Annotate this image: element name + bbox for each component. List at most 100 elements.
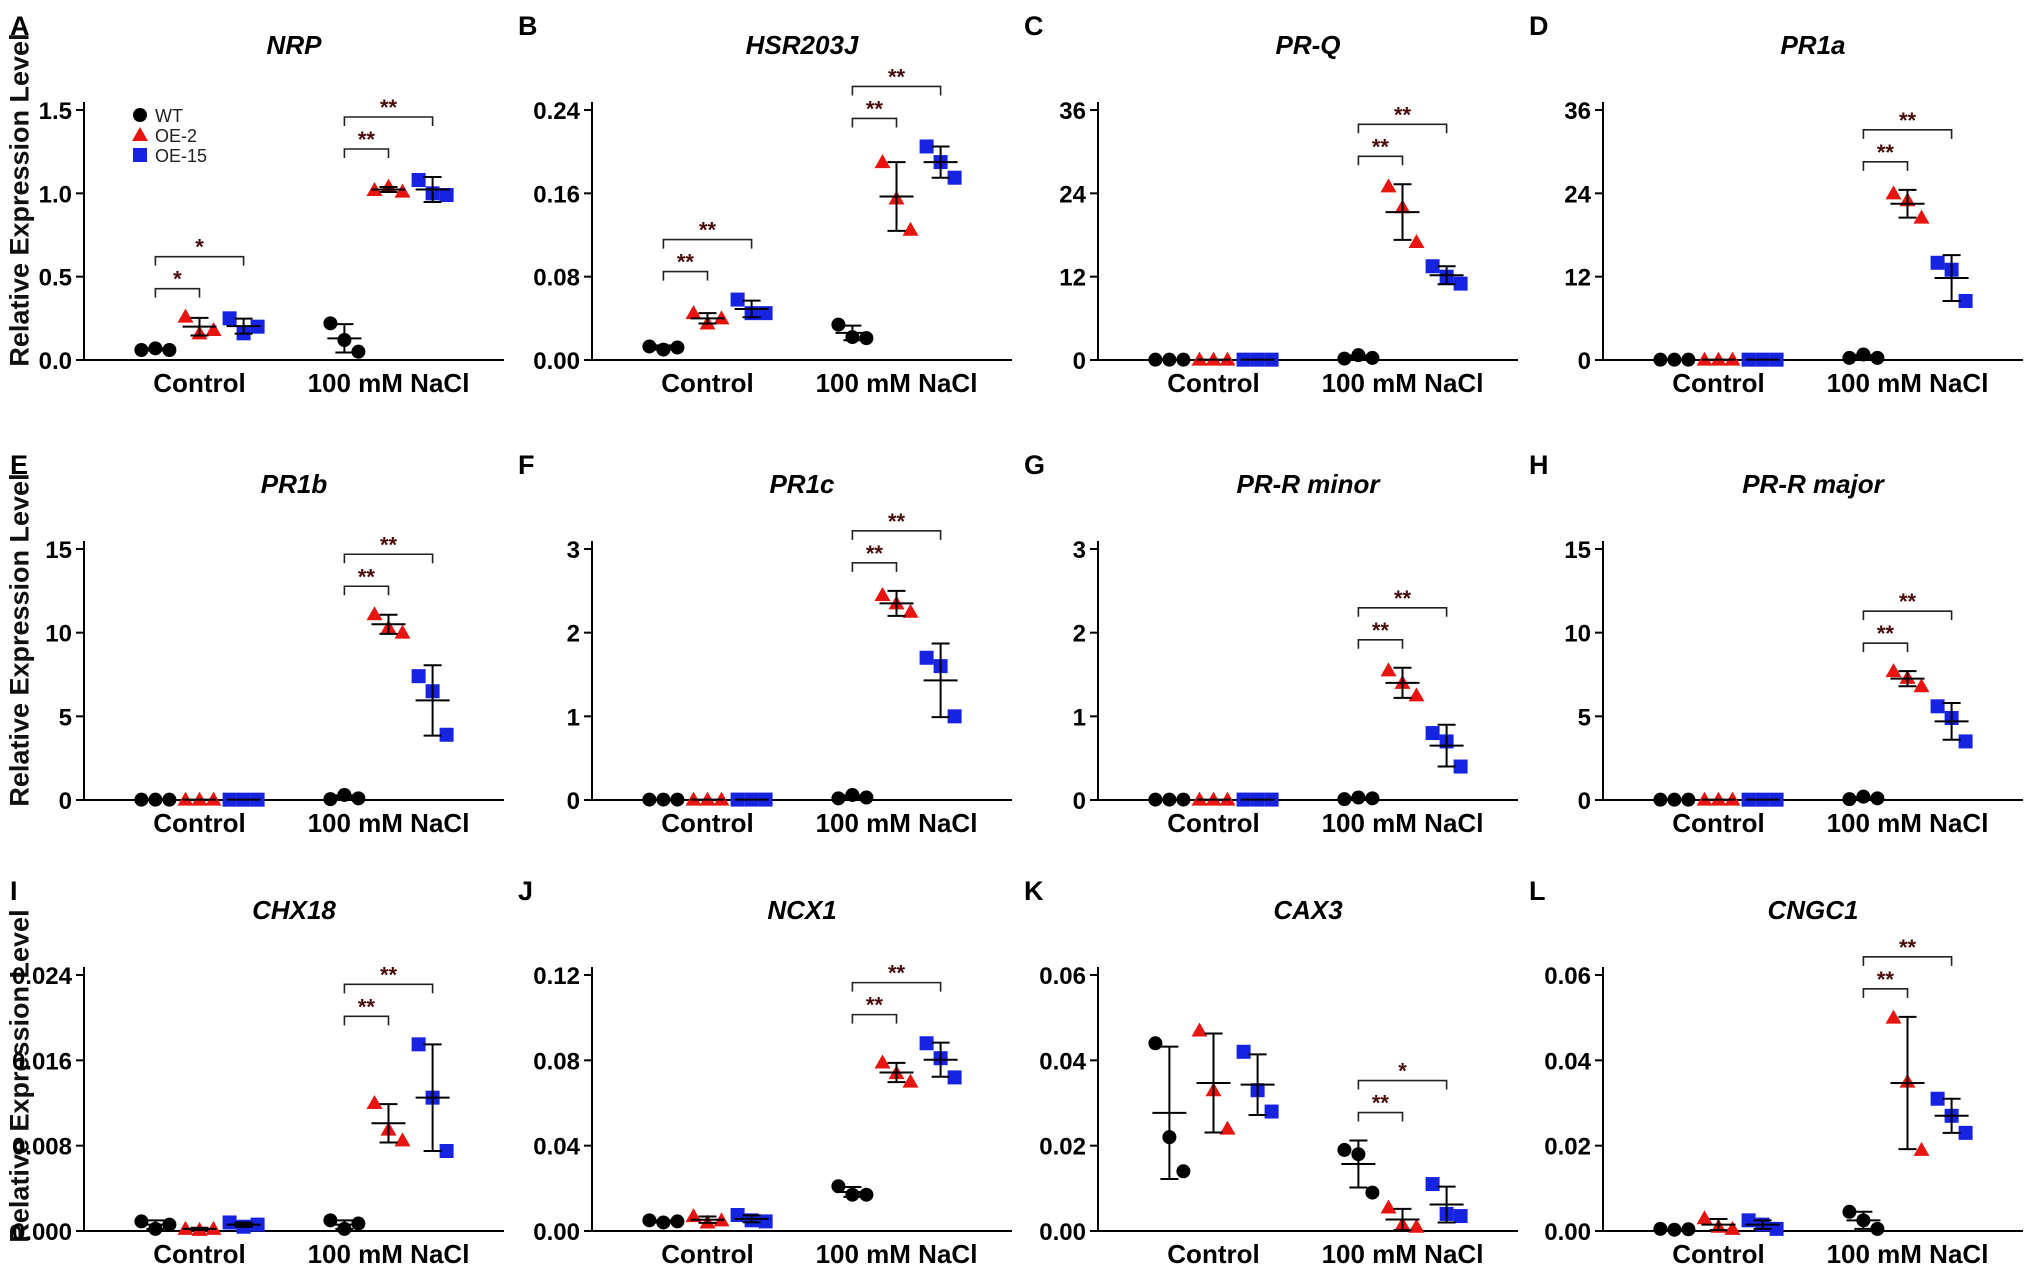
- data-point-oe-2: [1219, 1120, 1236, 1135]
- data-point-wt: [351, 344, 366, 359]
- data-point-oe-15: [1425, 259, 1440, 274]
- data-point-oe-15: [919, 1036, 934, 1051]
- data-point-oe-15: [222, 1215, 237, 1230]
- data-point-oe-2: [205, 322, 222, 336]
- data-point-wt: [1870, 1221, 1885, 1236]
- data-point-oe-15: [758, 1214, 773, 1229]
- significance-bracket: [343, 585, 390, 596]
- x-category-label: Control: [1167, 808, 1259, 838]
- legend-label-oe-15: OE-15: [155, 146, 207, 166]
- data-point-oe-2: [902, 221, 919, 236]
- data-point-oe-15: [947, 709, 962, 724]
- significance-label: **: [1372, 134, 1390, 159]
- y-tick-label: 0.00: [533, 348, 580, 375]
- data-point-oe-2: [685, 305, 702, 320]
- data-point-wt: [859, 1187, 874, 1202]
- significance-bracket: [851, 562, 898, 572]
- panel-letter: J: [518, 876, 533, 906]
- y-tick-label: 3: [1073, 537, 1086, 564]
- significance-label: *: [173, 267, 182, 292]
- data-point-oe-15: [1236, 1044, 1251, 1059]
- data-point-oe-2: [1380, 1199, 1397, 1214]
- significance-label: **: [866, 96, 884, 121]
- data-point-oe-15: [222, 311, 237, 326]
- data-point-oe-15: [1958, 1125, 1973, 1140]
- panel-title: HSR203J: [746, 30, 859, 60]
- significance-label: **: [380, 962, 398, 987]
- y-tick-label: 0.08: [533, 265, 580, 292]
- data-point-oe-2: [394, 624, 411, 639]
- significance-label: **: [358, 564, 376, 589]
- data-point-oe-15: [1930, 255, 1945, 270]
- x-category-label: 100 mM NaCl: [1322, 808, 1484, 838]
- significance-bracket: [1862, 610, 1953, 621]
- data-point-oe-15: [411, 669, 426, 684]
- y-tick-label: 2: [567, 621, 580, 648]
- data-point-oe-15: [1453, 276, 1468, 291]
- x-category-label: Control: [1672, 368, 1764, 398]
- y-tick-label: 12: [1564, 265, 1591, 292]
- legend-marker-oe-15: [133, 148, 147, 162]
- panel-title: PR1b: [261, 469, 328, 499]
- data-point-wt: [323, 792, 338, 807]
- x-category-label: Control: [153, 368, 245, 398]
- data-point-oe-2: [366, 1095, 383, 1109]
- significance-label: **: [888, 64, 906, 89]
- significance-label: **: [358, 127, 376, 152]
- x-category-label: 100 mM NaCl: [308, 1239, 470, 1269]
- significance-bracket: [343, 983, 434, 994]
- x-category-label: Control: [661, 368, 753, 398]
- data-point-oe-2: [874, 587, 891, 602]
- panel-title: PR-R minor: [1237, 469, 1382, 499]
- data-point-oe-2: [1408, 687, 1425, 702]
- y-tick-label: 24: [1564, 181, 1591, 208]
- data-point-wt: [351, 1216, 366, 1231]
- significance-label: **: [1899, 935, 1917, 960]
- significance-bracket: [1357, 639, 1404, 649]
- data-point-oe-15: [1425, 726, 1440, 741]
- significance-bracket: [1862, 988, 1909, 998]
- data-point-oe-2: [366, 606, 383, 621]
- data-point-wt: [134, 1214, 149, 1229]
- y-tick-label: 36: [1059, 98, 1086, 125]
- x-category-label: 100 mM NaCl: [1322, 1239, 1484, 1269]
- y-tick-label: 0.08: [533, 1048, 580, 1075]
- data-point-oe-2: [1885, 1009, 1902, 1024]
- data-point-oe-2: [874, 1054, 891, 1069]
- x-category-label: Control: [1167, 368, 1259, 398]
- significance-bracket: [662, 270, 709, 281]
- data-point-oe-15: [411, 173, 426, 187]
- panel-b: B HSR203J 0.00 0.08 0.16 0.24 Control 100 mM Na…: [518, 11, 1012, 398]
- significance-label: **: [1394, 102, 1412, 127]
- data-point-oe-2: [1380, 178, 1397, 193]
- significance-bracket: [1862, 642, 1909, 653]
- panel-title: NCX1: [767, 895, 836, 925]
- y-tick-label: 0: [567, 788, 580, 815]
- y-tick-label: 10: [1564, 621, 1591, 648]
- significance-label: **: [888, 961, 906, 986]
- data-point-oe-2: [394, 183, 411, 198]
- significance-bracket: [851, 981, 942, 992]
- data-point-wt: [831, 791, 846, 806]
- legend-marker-oe-2: [132, 127, 148, 141]
- panel-e: E PR1b 0 5 10 15 Control 100 mM NaCl ****: [10, 450, 504, 838]
- panel-letter: K: [1024, 876, 1044, 906]
- panel-title: NRP: [267, 30, 323, 60]
- data-point-oe-2: [1885, 663, 1902, 678]
- panel-letter: I: [10, 876, 18, 906]
- y-tick-label: 0.0: [39, 348, 72, 375]
- x-category-label: Control: [661, 808, 753, 838]
- significance-bracket: [851, 85, 942, 96]
- y-tick-label: 0.00: [1039, 1219, 1086, 1246]
- y-tick-label: 0.06: [1039, 963, 1086, 990]
- panel-title: PR1a: [1780, 30, 1845, 60]
- data-point-oe-15: [1930, 1091, 1945, 1106]
- data-point-oe-15: [1958, 734, 1973, 749]
- y-tick-label: 0.000: [12, 1219, 72, 1246]
- legend-label-wt: WT: [155, 106, 183, 126]
- y-tick-label: 0.02: [1544, 1134, 1591, 1161]
- y-tick-label: 1.0: [39, 181, 72, 208]
- panel-i: I CHX18 0.000 0.008 0.016 0.024 Control 100 mM …: [10, 876, 504, 1269]
- significance-bracket: [1862, 161, 1909, 171]
- panel-title: PR-Q: [1276, 30, 1341, 60]
